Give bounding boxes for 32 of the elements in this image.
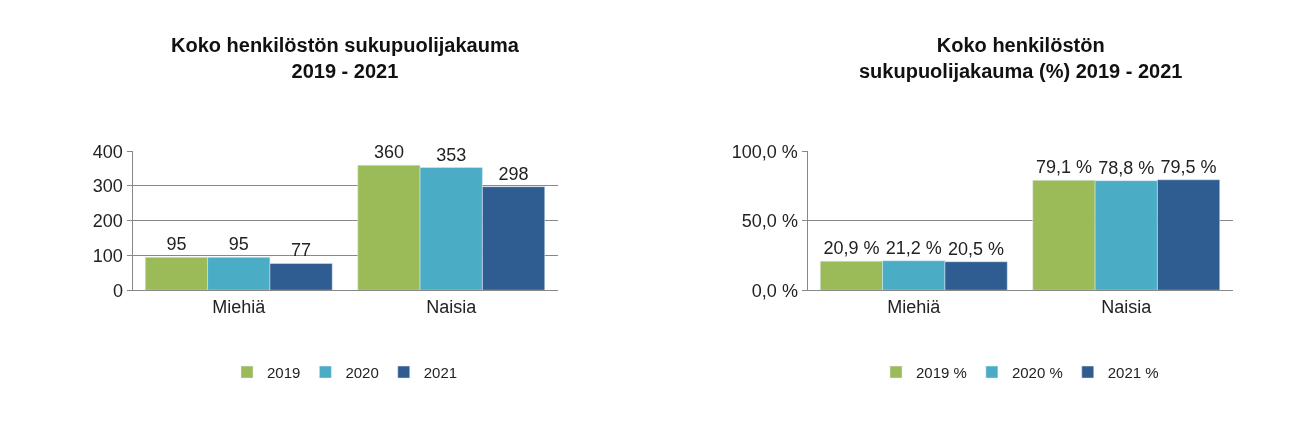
data-label: 95 [228,234,249,255]
data-label: 21,2 % [885,237,942,258]
chart-title: Koko henkilöstön sukupuolijakauma 2019 - 2021 [171,34,520,82]
x-tick-label: Naisia [426,296,478,317]
x-tick-label: Miehiä [212,296,267,317]
x-tick-label: Miehiä [887,296,942,317]
data-label: 78,8 % [1098,157,1155,178]
legend-label: 2020 % [1011,363,1063,381]
data-label: 95 [166,234,187,255]
y-tick-label: 50,0 % [741,211,798,232]
y-tick-label: 0 [112,280,123,301]
y-tick-label: 400 [92,141,123,162]
y-tick-label: 0,0 % [751,280,798,301]
x-tick-label: Naisia [1101,296,1153,317]
y-tick-label: 100,0 % [731,141,798,162]
y-tick-label: 100 [92,245,123,266]
data-label: 79,1 % [1035,157,1092,178]
legend-label: 2019 [267,363,301,381]
legend-label: 2019 % [916,363,967,381]
data-label: 77 [291,240,312,261]
data-label: 353 [436,144,467,165]
legend-label: 2021 % [1107,363,1159,381]
y-tick-label: 200 [92,211,123,232]
data-label: 360 [373,142,404,163]
legend-label: 2021 [423,363,458,381]
chart-title: Koko henkilöstön sukupuolijakauma (%) 2019 - 2021 [859,34,1183,82]
data-label: 298 [498,163,529,184]
legend-label: 2020 [345,363,379,381]
data-label: 20,9 % [823,238,880,259]
data-label: 20,5 % [948,238,1005,259]
y-tick-label: 300 [92,176,123,197]
data-label: 79,5 % [1160,156,1217,177]
